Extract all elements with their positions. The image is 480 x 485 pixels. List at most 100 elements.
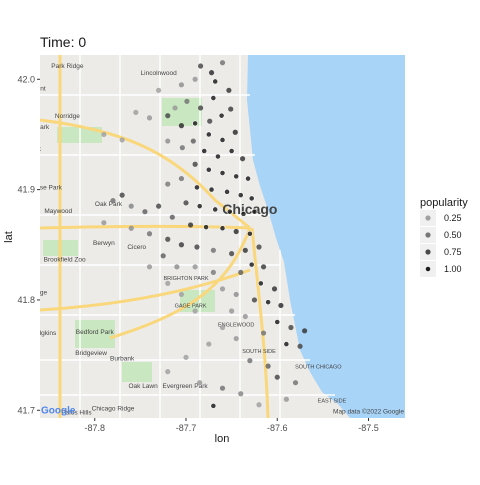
data-point bbox=[178, 242, 185, 248]
data-point bbox=[238, 269, 244, 275]
data-point bbox=[210, 95, 217, 101]
data-point bbox=[226, 208, 233, 215]
map-place-label: Norridge bbox=[55, 113, 80, 120]
data-point bbox=[184, 98, 190, 104]
map-place-label: La Grange bbox=[16, 289, 47, 296]
map-place-label: Schiller Park bbox=[13, 124, 50, 131]
data-point bbox=[192, 264, 198, 270]
data-point bbox=[208, 70, 215, 76]
data-point bbox=[198, 105, 204, 111]
map-place-label: GAGE PARK bbox=[175, 304, 207, 310]
data-point bbox=[257, 280, 264, 287]
data-point bbox=[183, 200, 189, 206]
data-point bbox=[128, 225, 134, 231]
data-point bbox=[233, 291, 239, 298]
map-place-label: Melrose Park bbox=[24, 185, 63, 192]
data-point bbox=[219, 385, 226, 391]
data-point bbox=[128, 203, 134, 209]
data-point bbox=[265, 299, 272, 306]
data-point bbox=[283, 341, 290, 347]
data-point bbox=[288, 324, 294, 331]
data-point bbox=[165, 138, 171, 144]
data-point bbox=[242, 247, 248, 253]
legend-symbol bbox=[425, 215, 431, 221]
map-place-label: Map data ©2022 Google bbox=[333, 408, 404, 416]
data-point bbox=[215, 153, 221, 160]
y-axis-label: lat bbox=[3, 231, 15, 243]
data-point bbox=[292, 380, 299, 386]
data-point bbox=[156, 87, 162, 93]
legend-symbol bbox=[425, 249, 431, 255]
chart-title: Time: 0 bbox=[40, 34, 86, 50]
data-point bbox=[278, 302, 284, 309]
map-place-label: Palos Hills bbox=[61, 410, 92, 417]
data-point bbox=[197, 380, 203, 386]
data-point bbox=[192, 120, 199, 127]
data-point bbox=[233, 228, 239, 235]
data-point bbox=[192, 308, 198, 314]
data-point bbox=[248, 195, 255, 202]
legend-label: 0.25 bbox=[444, 213, 462, 223]
data-point bbox=[192, 161, 198, 167]
map-place-label: EAST SIDE bbox=[318, 399, 347, 405]
map-place-label: Franklin Park bbox=[3, 146, 42, 153]
highway-kennedy bbox=[40, 118, 251, 230]
data-point bbox=[251, 208, 258, 215]
data-point bbox=[110, 198, 116, 204]
map-place-label: Lincolnwood bbox=[141, 70, 178, 77]
data-point bbox=[237, 192, 244, 199]
data-points bbox=[101, 60, 308, 409]
data-point bbox=[172, 105, 178, 111]
map-place-label: Oak Park bbox=[95, 201, 123, 208]
map-place-label: Rosemont bbox=[16, 85, 46, 92]
data-point bbox=[205, 166, 212, 173]
legend: popularity 0.25 0.50 0.75 1.00 bbox=[420, 197, 468, 277]
data-point bbox=[238, 391, 244, 397]
data-point bbox=[260, 264, 267, 270]
highway-dan-ryan bbox=[250, 227, 270, 418]
map-place-label: Google bbox=[41, 406, 76, 417]
data-point bbox=[194, 184, 200, 191]
data-point bbox=[232, 129, 238, 135]
data-point bbox=[265, 363, 271, 369]
map-place-label: SOUTH SIDE bbox=[242, 349, 276, 355]
data-point bbox=[194, 244, 200, 250]
map-highways bbox=[40, 55, 270, 418]
data-point bbox=[274, 319, 281, 325]
data-point bbox=[165, 236, 171, 242]
data-point bbox=[219, 60, 226, 66]
data-point bbox=[212, 78, 219, 85]
data-point bbox=[248, 261, 255, 268]
data-point bbox=[233, 173, 240, 180]
data-point bbox=[219, 324, 226, 331]
data-point bbox=[207, 118, 213, 124]
x-tick-label: -87.6 bbox=[267, 423, 288, 433]
data-point bbox=[156, 203, 162, 209]
data-point bbox=[210, 269, 216, 275]
map-place-label: BRIGHTON PARK bbox=[163, 276, 208, 282]
x-tick-label: -87.7 bbox=[176, 423, 197, 433]
data-point bbox=[178, 291, 185, 298]
legend-label: 1.00 bbox=[444, 264, 462, 274]
data-point bbox=[146, 264, 153, 270]
data-point bbox=[228, 106, 234, 112]
x-tick-label: -87.5 bbox=[358, 423, 379, 433]
data-point bbox=[165, 280, 171, 286]
data-point bbox=[228, 148, 235, 154]
data-point bbox=[239, 156, 246, 162]
map-place-label: Bedford Park bbox=[76, 329, 115, 336]
map-place-labels: Park Ridge Lincolnwood Rosemont Norridge Sch… bbox=[3, 63, 404, 417]
data-point bbox=[160, 253, 166, 259]
plot-panel: Park Ridge Lincolnwood Rosemont Norridge Sch… bbox=[3, 55, 405, 418]
map-place-label: Burbank bbox=[110, 356, 135, 363]
data-point bbox=[101, 131, 107, 138]
map-place-label: Park Ridge bbox=[51, 63, 84, 70]
data-point bbox=[218, 112, 225, 119]
data-point bbox=[219, 225, 226, 232]
highway-southwest bbox=[40, 268, 251, 312]
data-point bbox=[133, 109, 139, 115]
map-place-label: Bridgeview bbox=[75, 350, 107, 357]
data-point bbox=[229, 308, 235, 314]
y-axis: 41.7 41.8 41.9 42.0 bbox=[17, 74, 40, 415]
map-place-label: Oak Lawn bbox=[128, 383, 158, 390]
